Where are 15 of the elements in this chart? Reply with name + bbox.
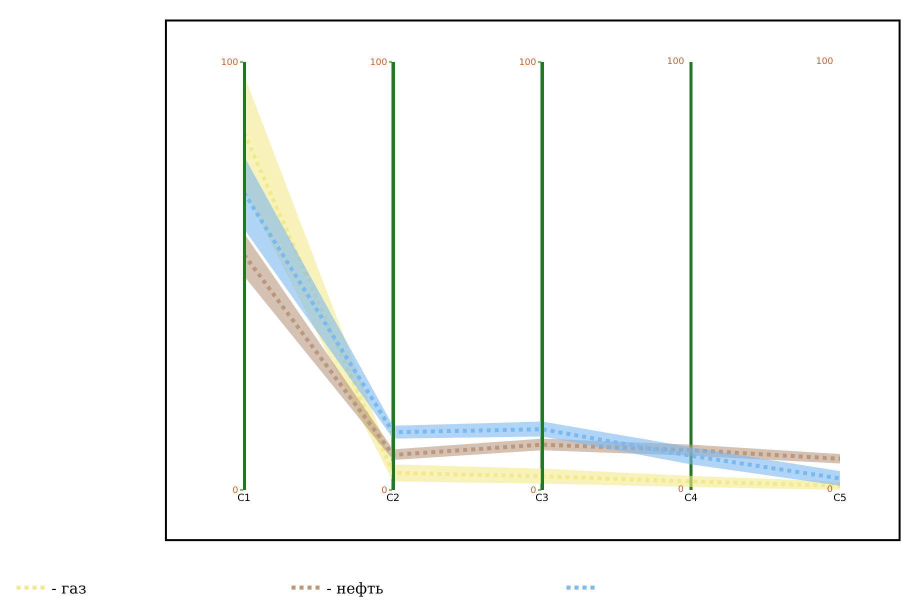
- x-tick-label: C4: [684, 493, 698, 504]
- x-tick-label: C5: [833, 493, 847, 504]
- y2-tick-label: 100: [370, 58, 388, 68]
- legend-label: - нефть: [326, 579, 384, 598]
- x-tick-label: C2: [386, 493, 400, 504]
- annotation: 100: [667, 57, 684, 67]
- y2-tick-label: 0: [381, 486, 388, 496]
- x-tick-label: C3: [535, 493, 549, 504]
- legend-label: - газ: [52, 579, 86, 598]
- x-tick-label: C1: [237, 493, 251, 504]
- y3-tick-label: 100: [519, 58, 536, 68]
- annotation: 100: [816, 57, 834, 67]
- y3-tick-label: 0: [530, 486, 536, 496]
- annotation: 0: [827, 485, 833, 495]
- annotation: 0: [678, 485, 684, 495]
